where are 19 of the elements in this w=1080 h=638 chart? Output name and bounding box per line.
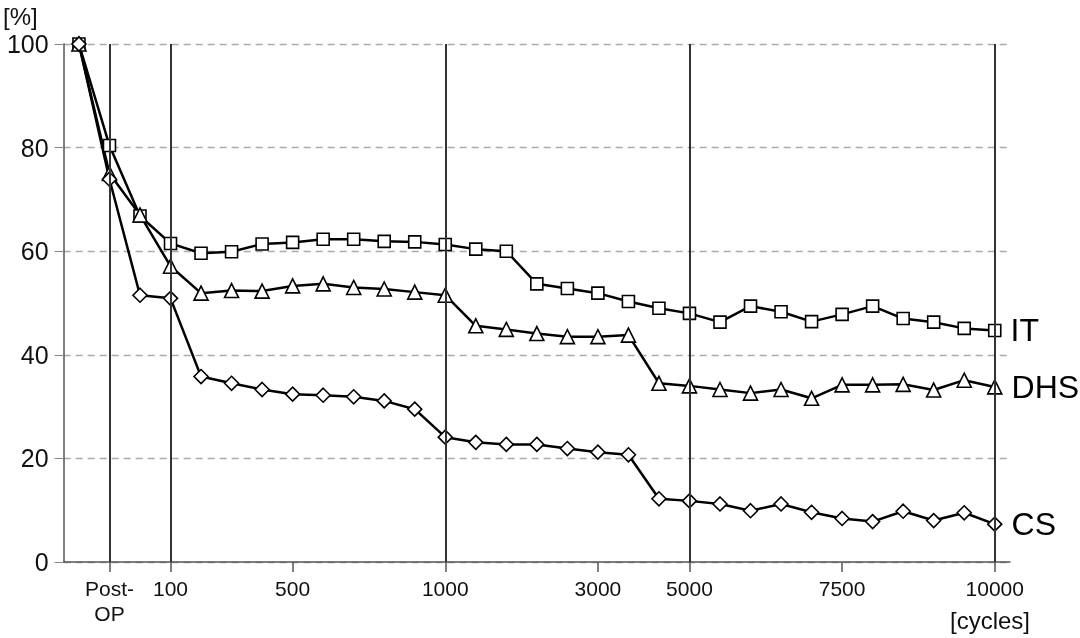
x-tick-label: 10000 [965,577,1024,600]
y-tick-label: 0 [34,548,49,576]
x-tick-label: 5000 [666,577,713,600]
series-label: CS [1011,506,1056,543]
y-tick-label: 40 [20,340,49,369]
y-tick-label: 100 [6,30,49,58]
y-tick-label: 80 [20,133,49,162]
y-tick-label: 60 [20,237,49,266]
y-axis-title: [%] [2,2,38,30]
x-tick-label: 1000 [421,577,469,600]
x-tick-label: 100 [153,577,189,600]
series-label: IT [1010,312,1039,349]
x-axis-title: [cycles] [949,606,1031,634]
x-tick-label: 500 [275,577,311,600]
x-tick-label: Post-OP [84,577,134,625]
y-tick-label: 20 [20,444,49,473]
x-tick-label: 3000 [574,577,622,600]
series-label: DHS [1011,368,1080,405]
x-tick-label: 7500 [818,577,866,600]
